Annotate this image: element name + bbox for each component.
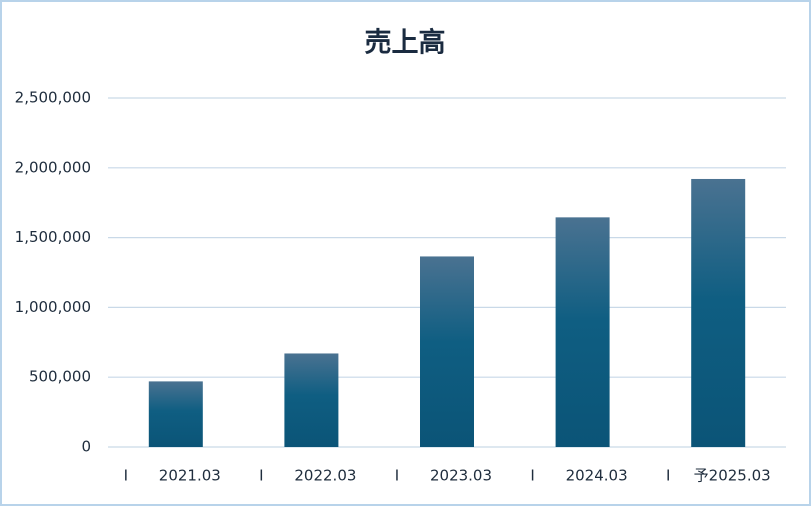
chart-title: 売上高 xyxy=(365,27,446,59)
x-tick-label: 2021.03 xyxy=(159,467,221,485)
x-tick-label: 2024.03 xyxy=(566,467,628,485)
x-tick-prefix: I xyxy=(530,467,534,485)
y-tick-label: 2,000,000 xyxy=(15,158,91,176)
x-tick-prefix: I xyxy=(395,467,399,485)
y-tick-label: 1,000,000 xyxy=(15,298,91,316)
x-tick-label: 2022.03 xyxy=(294,467,356,485)
bar xyxy=(555,217,610,447)
y-tick-label: 500,000 xyxy=(29,368,91,386)
y-tick-label: 1,500,000 xyxy=(15,228,91,246)
bar xyxy=(148,381,203,447)
x-tick-label: 2023.03 xyxy=(430,467,492,485)
x-tick-prefix: I xyxy=(259,467,263,485)
x-tick-prefix: I xyxy=(666,467,670,485)
y-tick-label: 2,500,000 xyxy=(15,89,91,107)
bar xyxy=(691,178,746,447)
x-tick-label: 予2025.03 xyxy=(694,467,771,485)
x-tick-prefix: I xyxy=(124,467,128,485)
y-tick-label: 0 xyxy=(81,438,91,456)
bar xyxy=(420,256,474,447)
bar xyxy=(284,353,339,447)
